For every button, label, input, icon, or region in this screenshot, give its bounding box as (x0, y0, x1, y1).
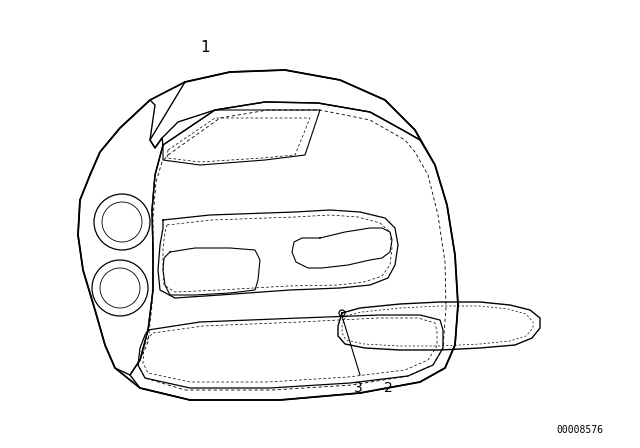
Text: 3: 3 (354, 381, 362, 395)
Text: 1: 1 (200, 40, 210, 56)
Text: 2: 2 (383, 381, 392, 395)
Text: 00008576: 00008576 (557, 425, 604, 435)
